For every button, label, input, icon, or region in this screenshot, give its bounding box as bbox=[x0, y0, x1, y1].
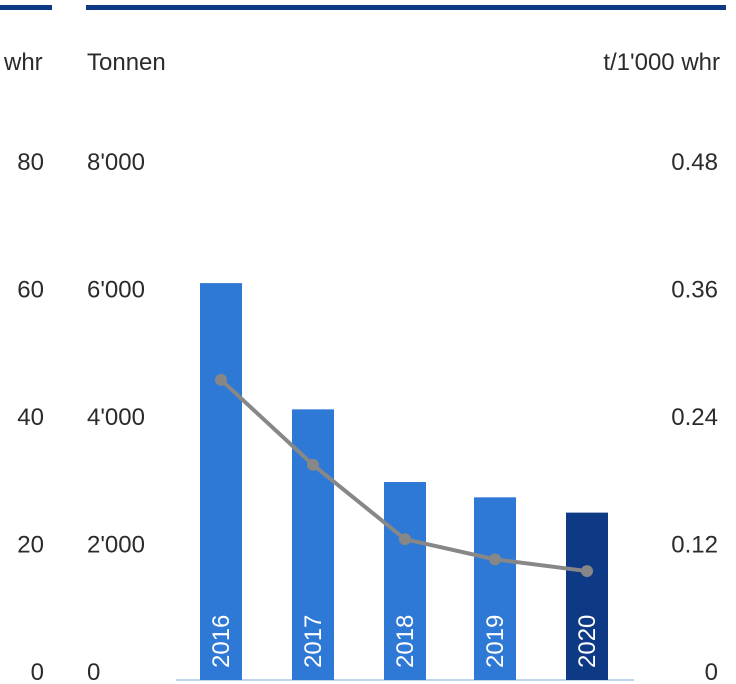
right-tick-label: 0 bbox=[705, 659, 718, 684]
middle-tick-label: 2'000 bbox=[87, 532, 145, 559]
left-tick-label: 40 bbox=[17, 404, 44, 431]
line-point-2017 bbox=[307, 458, 319, 471]
left-tick-label: 80 bbox=[17, 149, 44, 176]
bar-2020 bbox=[566, 512, 608, 680]
bar-2018 bbox=[384, 482, 426, 680]
left-tick-label: 20 bbox=[17, 532, 44, 559]
left-tick-label: 0 bbox=[31, 659, 44, 684]
right-tick-label: 0.36 bbox=[671, 277, 718, 304]
left-tick-label: 60 bbox=[17, 277, 44, 304]
bars-group bbox=[200, 283, 608, 680]
middle-axis-label: Tonnen bbox=[87, 49, 166, 76]
bar-2016 bbox=[200, 283, 242, 680]
top-rule-left bbox=[0, 5, 52, 10]
right-axis-label: t/1'000 whr bbox=[603, 49, 720, 76]
tick-labels: 0 20 40 60 80 0 2'000 4'000 6'000 8'000 0 0.12 0.24 0… bbox=[17, 149, 718, 684]
bar-labels-group: 2016 2017 2018 2019 2020 bbox=[208, 615, 601, 668]
right-tick-label: 0.12 bbox=[671, 532, 718, 559]
right-tick-label: 0.24 bbox=[671, 404, 718, 431]
middle-tick-label: 8'000 bbox=[87, 149, 145, 176]
bar-category-label: 2020 bbox=[574, 615, 601, 668]
middle-tick-label: 6'000 bbox=[87, 277, 145, 304]
left-axis-label: whr bbox=[3, 49, 43, 76]
top-rule-right bbox=[86, 5, 726, 10]
line-points-group bbox=[215, 373, 593, 578]
right-tick-label: 0.48 bbox=[671, 149, 718, 176]
bar-category-label: 2018 bbox=[392, 615, 419, 668]
line-point-2020 bbox=[581, 565, 593, 578]
bar-2019 bbox=[474, 497, 516, 680]
bar-category-label: 2017 bbox=[300, 615, 327, 668]
middle-tick-label: 0 bbox=[87, 659, 100, 684]
middle-tick-label: 4'000 bbox=[87, 404, 145, 431]
bar-category-label: 2019 bbox=[482, 615, 509, 668]
line-point-2019 bbox=[489, 553, 501, 566]
line-point-2018 bbox=[399, 533, 411, 546]
bar-category-label: 2016 bbox=[208, 615, 235, 668]
line-point-2016 bbox=[215, 373, 227, 386]
